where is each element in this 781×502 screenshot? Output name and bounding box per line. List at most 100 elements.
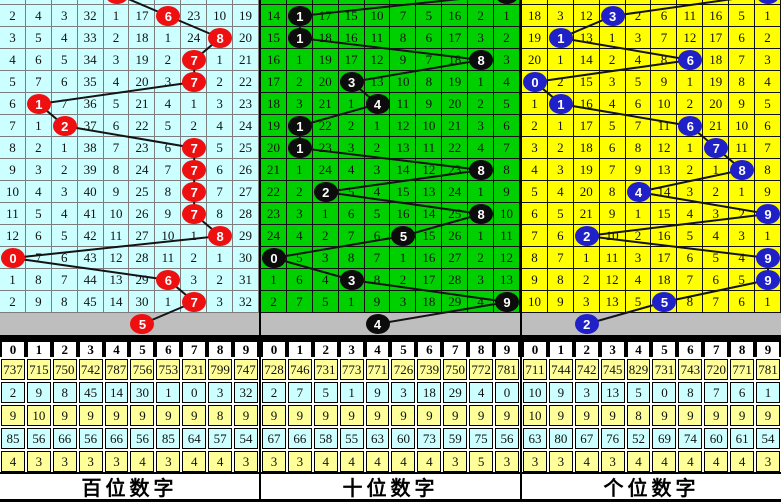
drawn-digit-circle: 1 [287, 28, 312, 48]
trend-cell: 16 [703, 5, 730, 27]
stat-cell: 742 [574, 359, 599, 380]
stat-cell: 720 [704, 359, 729, 380]
stat-cell: 4 [652, 451, 677, 472]
stat-cell: 66 [287, 428, 312, 449]
trend-cell: 1 [155, 291, 182, 313]
trend-cell: 4 [364, 181, 391, 203]
trend-cell: 3 [522, 137, 548, 159]
trend-cell: 16 [261, 49, 287, 71]
trend-cell: 4 [625, 269, 652, 291]
trend-cell: 21 [233, 49, 259, 71]
trend-cell: 19 [522, 27, 548, 49]
trend-cell: 7 [51, 269, 78, 291]
drawn-digit-circle: 1 [26, 94, 51, 114]
trend-cell: 11 [494, 225, 520, 247]
stat-cell: 4 [417, 451, 442, 472]
trend-cell: 23 [261, 203, 287, 225]
trend-cell: 9 [25, 291, 52, 313]
stat-cell: 9 [495, 405, 519, 426]
trend-cell: 12 [573, 5, 600, 27]
trend-cell: 2 [625, 225, 652, 247]
stat-cell: 744 [548, 359, 573, 380]
trend-cell: 11 [416, 137, 443, 159]
stat-cell: 9 [417, 405, 442, 426]
trend-cell: 12 [0, 225, 26, 247]
trend-cell: 13 [573, 27, 600, 49]
trend-cell: 21 [129, 93, 156, 115]
stat-cell: 745 [600, 359, 625, 380]
trend-cell: 1 [547, 49, 574, 71]
stat-cell: 3 [156, 451, 181, 472]
stats-row: 9 10 9 9 9 9 9 9 8 9 [1, 405, 258, 426]
trend-cell: 11 [651, 115, 678, 137]
trend-cell: 9 [651, 71, 678, 93]
trend-cell: 4 [338, 159, 365, 181]
next-draw-row [522, 313, 781, 335]
trend-cell: 2 [703, 181, 730, 203]
trend-cell: 9 [755, 181, 781, 203]
trend-cell: 13 [651, 159, 678, 181]
trend-cell: 21 [442, 115, 469, 137]
stat-cell: 4 [391, 451, 416, 472]
trend-cell: 9 [625, 159, 652, 181]
stat-cell: 3 [208, 382, 233, 403]
trend-cell: 21 [312, 93, 339, 115]
trend-cell: 10 [0, 181, 26, 203]
trend-cell: 16 [573, 93, 600, 115]
stat-cell: 746 [287, 359, 312, 380]
stat-cell: 4 [574, 451, 599, 472]
stat-cell: 54 [234, 428, 258, 449]
trend-cell: 14 [261, 5, 287, 27]
stat-cell: 781 [495, 359, 519, 380]
stat-cell: 76 [600, 428, 625, 449]
trend-cell: 5 [207, 137, 234, 159]
drawn-digit-circle: 2 [313, 182, 338, 202]
trend-cell: 40 [77, 181, 104, 203]
trend-cell: 3 [338, 137, 365, 159]
trend-cell: 18 [416, 291, 443, 313]
trend-cell: 13 [103, 269, 130, 291]
trend-cell: 9 [547, 291, 574, 313]
stat-cell: 1 [756, 382, 780, 403]
trend-cell: 2 [25, 137, 52, 159]
trend-cell: 3 [468, 269, 495, 291]
stat-cell: 0 [182, 382, 207, 403]
trend-cell: 8 [390, 27, 417, 49]
trend-cell: 1 [573, 247, 600, 269]
trend-cell: 2 [286, 181, 313, 203]
stat-cell: 3 [574, 382, 599, 403]
trend-cell: 7 [0, 115, 26, 137]
stat-cell: 9 [156, 405, 181, 426]
trend-cell: 8 [416, 71, 443, 93]
trend-cell: 18 [442, 49, 469, 71]
trend-cell: 5 [625, 291, 652, 313]
trend-row: 2 15 3 5 9 1 19 8 4 [522, 71, 781, 93]
stat-cell: 3 [104, 451, 129, 472]
stat-cell: 9 [443, 405, 468, 426]
trend-cell: 12 [651, 137, 678, 159]
trend-cell: 24 [181, 27, 208, 49]
digit-header-cell: 2 [573, 340, 600, 360]
trend-cell: 3 [155, 71, 182, 93]
trend-cell: 37 [77, 115, 104, 137]
drawn-digit-circle: 6 [156, 6, 181, 26]
trend-cell: 13 [494, 269, 520, 291]
trend-cell: 11 [677, 5, 704, 27]
stat-cell: 9 [104, 405, 129, 426]
trend-grid: 2 4 3 32 1 17 23 10 19 3 5 4 33 2 18 1 24 20 4 6 5 34 3 19 2 1 21 5… [0, 0, 259, 335]
trend-cell: 6 [155, 137, 182, 159]
trend-cell: 7 [416, 49, 443, 71]
trend-cell: 5 [416, 5, 443, 27]
trend-cell: 42 [77, 225, 104, 247]
trend-cell: 13 [599, 291, 626, 313]
trend-cell: 1 [547, 115, 574, 137]
trend-cell: 1 [599, 27, 626, 49]
stat-cell: 67 [574, 428, 599, 449]
stat-cell: 4 [182, 451, 207, 472]
stat-cell: 7 [287, 382, 312, 403]
trend-cell: 8 [677, 291, 704, 313]
trend-cell: 2 [155, 49, 182, 71]
trend-cell: 3 [729, 225, 756, 247]
trend-cell: 17 [651, 247, 678, 269]
